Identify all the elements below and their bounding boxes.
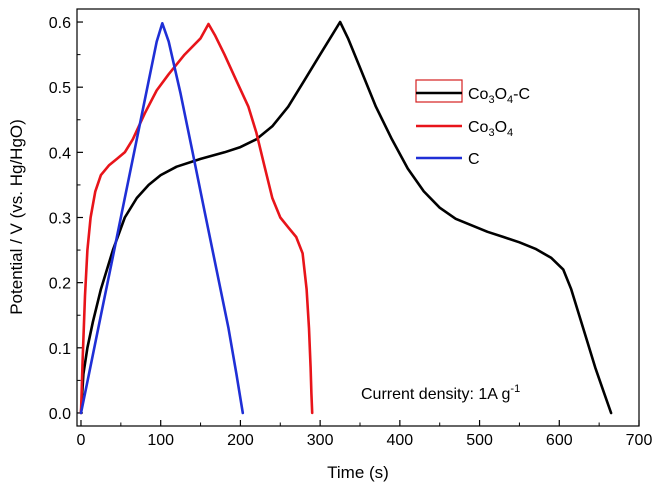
series-line-co3o4-c: [79, 20, 613, 415]
x-tick-label: 600: [546, 432, 573, 449]
x-tick-label: 500: [466, 432, 493, 449]
y-tick-labels: 0.0 0.1 0.2 0.3 0.4 0.5 0.6: [49, 15, 71, 423]
legend-highlight-box: [415, 79, 463, 103]
x-tick-label: 100: [147, 432, 174, 449]
axis-ticks: [77, 21, 640, 426]
y-tick-label: 0.3: [49, 211, 71, 228]
current-density-annotation: Current density: 1A g-1: [361, 383, 520, 403]
legend-text-part: O: [495, 119, 507, 136]
series-line-co3o4: [79, 22, 314, 415]
x-tick-label: 400: [386, 432, 413, 449]
y-tick-label: 0.2: [49, 276, 71, 293]
y-tick-label: 0.0: [49, 406, 71, 423]
y-axis-title: Potential / V (vs. Hg/HgO): [7, 119, 26, 315]
legend-text-part: -C: [513, 86, 530, 103]
annotation-superscript: -1: [510, 383, 520, 395]
legend-label-co3o4-c: Co3O4-C: [468, 86, 530, 106]
x-axis-title: Time (s): [327, 463, 389, 482]
y-tick-label: 0.1: [49, 341, 71, 358]
x-tick-labels: 0 100 200 300 400 500 600 700: [77, 432, 653, 449]
x-tick-label: 0: [77, 432, 86, 449]
legend-text-part: O: [495, 86, 507, 103]
plot-frame: [76, 8, 640, 427]
x-tick-label: 200: [227, 432, 254, 449]
legend-subscript: 3: [488, 127, 494, 139]
legend-label-c: C: [468, 151, 480, 168]
legend: Co3O4-C Co3O4 C: [415, 79, 530, 168]
y-tick-label: 0.6: [49, 15, 71, 32]
series-layer: [79, 20, 613, 415]
legend-subscript: 3: [488, 94, 494, 106]
x-tick-label: 300: [307, 432, 334, 449]
series-line-c: [79, 22, 245, 415]
x-tick-label: 700: [626, 432, 653, 449]
y-tick-label: 0.5: [49, 80, 71, 97]
legend-subscript: 4: [507, 127, 513, 139]
annotation-text: Current density: 1A g: [361, 386, 510, 403]
legend-text-part: Co: [468, 86, 489, 103]
legend-subscript: 4: [507, 94, 513, 106]
legend-text-part: Co: [468, 119, 489, 136]
y-tick-label: 0.4: [49, 145, 71, 162]
legend-label-co3o4: Co3O4: [468, 119, 513, 139]
